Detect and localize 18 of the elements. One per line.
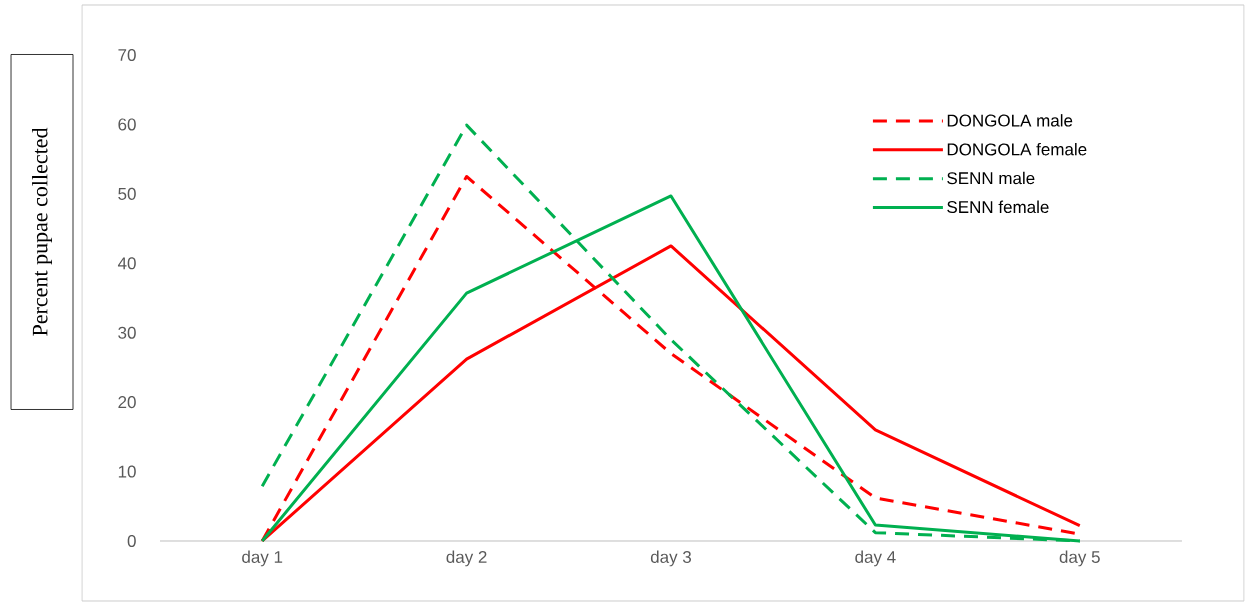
x-tick-label: day 2	[446, 550, 487, 567]
y-tick-label: 10	[118, 465, 136, 478]
y-tick-label: 50	[118, 187, 136, 200]
y-tick-label: 40	[117, 257, 136, 270]
y-axis-title: Percent pupae collected	[32, 127, 52, 336]
x-tick-label: day 4	[855, 550, 896, 567]
x-tick-label: day 5	[1059, 550, 1100, 567]
legend-label: SENN female	[947, 200, 1049, 214]
x-tick-label: day 3	[650, 550, 692, 567]
y-tick-label: 30	[118, 326, 136, 339]
legend-label: SENN male	[947, 171, 1035, 185]
legend-label: DONGOLA female	[947, 142, 1087, 156]
y-tick-label: 60	[118, 118, 136, 131]
y-tick-label: 0	[127, 534, 136, 548]
y-tick-label: 70	[118, 48, 136, 62]
legend-label: DONGOLA male	[947, 114, 1073, 127]
y-tick-label: 20	[118, 396, 136, 409]
x-tick-label: day 1	[242, 550, 283, 567]
